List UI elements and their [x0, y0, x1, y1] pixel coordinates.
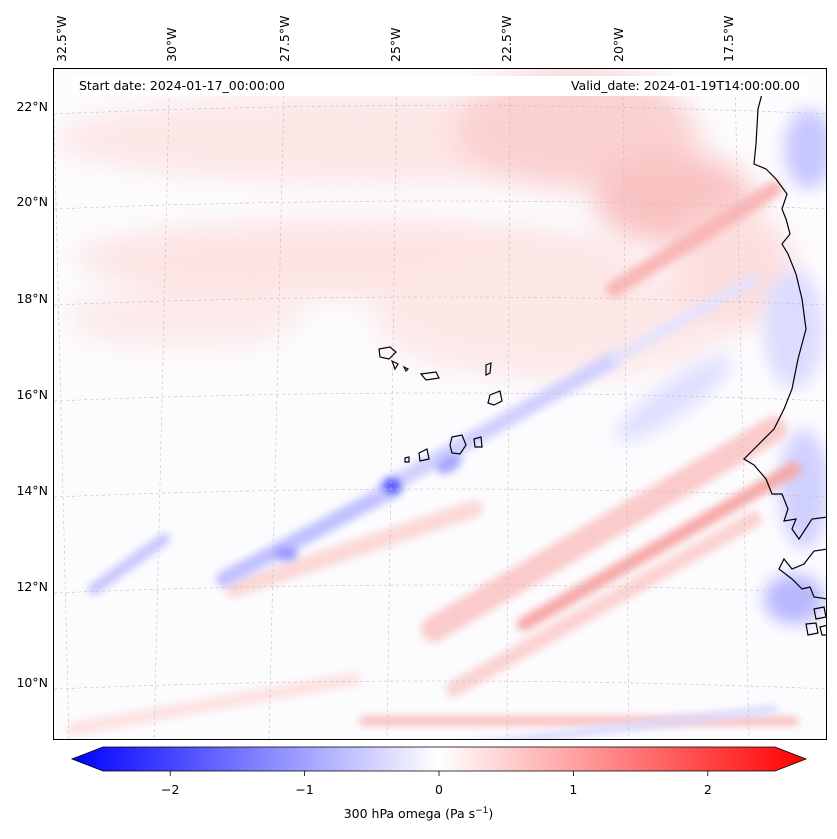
lat-label: 22°N: [16, 99, 48, 114]
meridian-line: [386, 78, 398, 739]
cape-verde-island: [378, 346, 397, 360]
colorbar-tick-label: 0: [435, 782, 443, 797]
blue-patch: [764, 574, 824, 624]
colorbar-title-exponent: −1: [475, 806, 489, 816]
colorbar-tick-label: −1: [295, 782, 314, 797]
meridian-line: [734, 78, 750, 739]
cape-verde-island: [404, 456, 410, 463]
meridian-line: [268, 88, 285, 739]
colorbar-ticks: [169, 771, 709, 776]
africa-coast: [743, 78, 826, 541]
red-band: [421, 416, 787, 642]
lon-label: 25°W: [388, 27, 403, 62]
colorbar-title-suffix: ): [488, 806, 494, 822]
cape-verde-island: [449, 434, 467, 455]
bijagos-islands: [805, 606, 826, 636]
blue-band: [376, 351, 622, 497]
lon-label: 22.5°W: [499, 15, 514, 62]
red-band: [606, 181, 782, 297]
ascent-coast-region: [615, 109, 826, 624]
parallel-line: [54, 296, 826, 306]
coastline: [378, 78, 826, 636]
blue-core: [274, 547, 298, 561]
parallel-line: [54, 105, 826, 115]
red-band: [225, 500, 483, 598]
lat-label: 16°N: [16, 387, 48, 402]
colorbar-title-prefix: 300 hPa omega (Pa s: [343, 806, 476, 822]
pink-patch: [374, 259, 734, 379]
colorbar-body: [70, 746, 808, 772]
start-date-text: Start date: 2024-01-17_00:00:00: [79, 78, 285, 93]
valid-date-text: Valid_date: 2024-01-19T14:00:00.00: [570, 78, 800, 93]
lon-label: 30°W: [164, 27, 179, 62]
colorbar-tick-label: −2: [160, 782, 180, 797]
blue-patch: [779, 429, 826, 549]
blue-core: [436, 454, 462, 474]
meridian-line: [54, 118, 70, 739]
omega-field: [54, 69, 826, 739]
blue-patch: [764, 269, 824, 389]
lon-label: 20°W: [611, 27, 626, 62]
red-band: [517, 462, 801, 631]
lat-label: 14°N: [16, 483, 48, 498]
blue-band: [88, 533, 170, 595]
subsidence-bands: [67, 181, 801, 736]
cape-verde-island: [402, 365, 410, 373]
ascent-band: [88, 274, 778, 739]
colorbar: [70, 746, 808, 776]
parallel-line: [54, 200, 826, 210]
parallel-line: [54, 584, 826, 594]
cape-verde-island: [390, 359, 399, 371]
parallel-line: [54, 392, 826, 402]
lat-label: 20°N: [16, 194, 48, 209]
date-info-strip: [72, 76, 808, 96]
blue-band: [216, 481, 402, 587]
blue-band: [609, 274, 759, 364]
map-panel: [53, 68, 827, 740]
lon-label: 17.5°W: [721, 15, 736, 62]
parallel-line: [54, 488, 826, 498]
pink-patch: [64, 289, 304, 349]
red-band: [67, 672, 361, 736]
blue-band: [494, 705, 778, 739]
blue-core: [382, 477, 402, 495]
red-band: [446, 511, 762, 697]
blue-patch: [784, 109, 826, 189]
colorbar-tick-label: 1: [569, 782, 578, 797]
pink-patch: [454, 69, 694, 189]
lat-label: 18°N: [16, 291, 48, 306]
lon-label: 27.5°W: [277, 15, 292, 62]
lat-label: 10°N: [16, 675, 48, 690]
meridian-line: [506, 78, 511, 739]
parallel-line: [54, 680, 826, 690]
cape-verde-island: [487, 390, 503, 406]
meridian-line: [622, 78, 630, 739]
colorbar-tick-label: 2: [703, 782, 712, 797]
africa-coast-south: [778, 548, 826, 600]
colorbar-title: 300 hPa omega (Pa s−1): [0, 806, 837, 821]
blue-patch: [615, 356, 733, 442]
graticule: [54, 78, 826, 739]
cape-verde-island: [473, 436, 483, 448]
meridian-line: [153, 98, 170, 739]
lon-label: 32.5°W: [54, 15, 69, 62]
cape-verde-island: [419, 371, 440, 381]
cape-verde-island: [418, 448, 430, 462]
cape-verde-island: [485, 362, 492, 376]
lat-label: 12°N: [16, 579, 48, 594]
